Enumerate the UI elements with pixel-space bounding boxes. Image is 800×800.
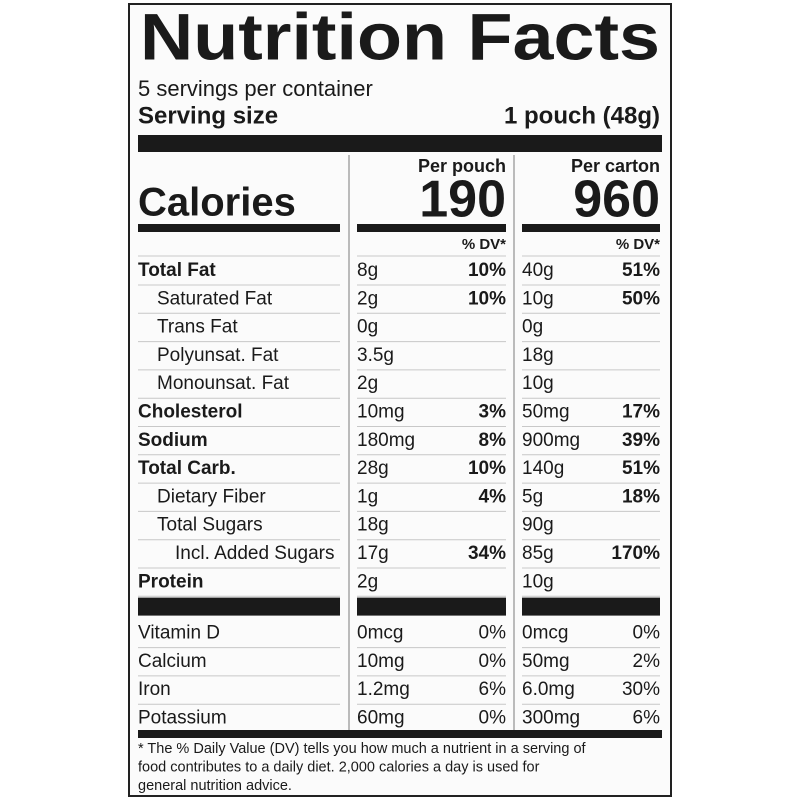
amount: 140g <box>522 458 564 479</box>
thick-rule <box>522 597 660 616</box>
nutrient-name: Polyunsat. Fat <box>157 345 279 366</box>
amount: 17g <box>357 543 389 564</box>
daily-value: 4% <box>479 486 507 507</box>
amount: 18g <box>522 345 554 366</box>
amount: 3.5g <box>357 345 394 366</box>
daily-value: 51% <box>622 458 660 479</box>
nutrient-name: Vitamin D <box>138 623 220 644</box>
calories-value: 190 <box>419 171 506 229</box>
amount: 1.2mg <box>357 679 410 700</box>
amount: 10g <box>522 373 554 394</box>
amount: 180mg <box>357 430 415 451</box>
footnote: general nutrition advice. <box>138 778 292 794</box>
amount: 10g <box>522 288 554 309</box>
daily-value: 0% <box>633 623 661 644</box>
daily-value: 3% <box>479 402 507 423</box>
nutrient-name: Incl. Added Sugars <box>175 543 335 564</box>
daily-value: 10% <box>468 260 506 281</box>
daily-value: 50% <box>622 288 660 309</box>
nutrient-name: Total Sugars <box>157 515 263 536</box>
amount: 2g <box>357 373 378 394</box>
daily-value: 0% <box>479 651 507 672</box>
daily-value: 51% <box>622 260 660 281</box>
amount: 2g <box>357 571 378 592</box>
daily-value: 0% <box>479 623 507 644</box>
amount: 85g <box>522 543 554 564</box>
amount: 60mg <box>357 708 405 729</box>
daily-value: 17% <box>622 402 660 423</box>
amount: 0g <box>357 317 378 338</box>
calories-value: 960 <box>573 171 660 229</box>
amount: 2g <box>357 288 378 309</box>
nutrient-name: Protein <box>138 571 203 592</box>
amount: 6.0mg <box>522 679 575 700</box>
amount: 40g <box>522 260 554 281</box>
thick-rule <box>138 135 662 152</box>
daily-value: 39% <box>622 430 660 451</box>
dv-heading: % DV* <box>462 236 506 253</box>
title: Nutrition Facts <box>140 0 660 73</box>
daily-value: 6% <box>633 708 661 729</box>
nutrient-name: Monounsat. Fat <box>157 373 290 394</box>
nutrient-name: Calcium <box>138 651 207 672</box>
medium-rule <box>138 730 662 738</box>
nutrient-name: Potassium <box>138 708 227 729</box>
medium-rule <box>522 224 660 232</box>
daily-value: 10% <box>468 458 506 479</box>
calories-label: Calories <box>138 181 296 225</box>
daily-value: 30% <box>622 679 660 700</box>
amount: 18g <box>357 515 389 536</box>
amount: 900mg <box>522 430 580 451</box>
nutrient-name: Iron <box>138 679 171 700</box>
daily-value: 2% <box>633 651 661 672</box>
amount: 1g <box>357 486 378 507</box>
serving-size-value: 1 pouch (48g) <box>504 102 660 129</box>
footnote: food contributes to a daily diet. 2,000 … <box>138 759 540 775</box>
nutrient-name: Trans Fat <box>157 317 238 338</box>
thick-rule <box>357 597 506 616</box>
amount: 28g <box>357 458 389 479</box>
amount: 10mg <box>357 651 405 672</box>
dv-heading: % DV* <box>616 236 660 253</box>
amount: 90g <box>522 515 554 536</box>
amount: 0mcg <box>522 623 568 644</box>
amount: 10mg <box>357 402 405 423</box>
amount: 10g <box>522 571 554 592</box>
amount: 50mg <box>522 651 570 672</box>
daily-value: 8% <box>479 430 507 451</box>
daily-value: 34% <box>468 543 506 564</box>
daily-value: 18% <box>622 486 660 507</box>
daily-value: 0% <box>479 708 507 729</box>
amount: 5g <box>522 486 543 507</box>
medium-rule <box>138 224 340 232</box>
nutrient-name: Saturated Fat <box>157 288 273 309</box>
amount: 0g <box>522 317 543 338</box>
footnote: * The % Daily Value (DV) tells you how m… <box>138 741 587 757</box>
column-heading: Per carton <box>571 156 660 176</box>
nutrient-name: Cholesterol <box>138 402 243 423</box>
amount: 50mg <box>522 402 570 423</box>
column-heading: Per pouch <box>418 156 506 176</box>
medium-rule <box>357 224 506 232</box>
nutrient-name: Total Fat <box>138 260 216 281</box>
nutrient-name: Total Carb. <box>138 458 236 479</box>
daily-value: 10% <box>468 288 506 309</box>
nutrient-name: Dietary Fiber <box>157 486 266 507</box>
amount: 8g <box>357 260 378 281</box>
thick-rule <box>138 597 340 616</box>
nutrient-name: Sodium <box>138 430 208 451</box>
serving-size-label: Serving size <box>138 102 278 129</box>
daily-value: 6% <box>479 679 507 700</box>
amount: 0mcg <box>357 623 403 644</box>
daily-value: 170% <box>611 543 660 564</box>
amount: 300mg <box>522 708 580 729</box>
servings: 5 servings per container <box>138 76 373 101</box>
